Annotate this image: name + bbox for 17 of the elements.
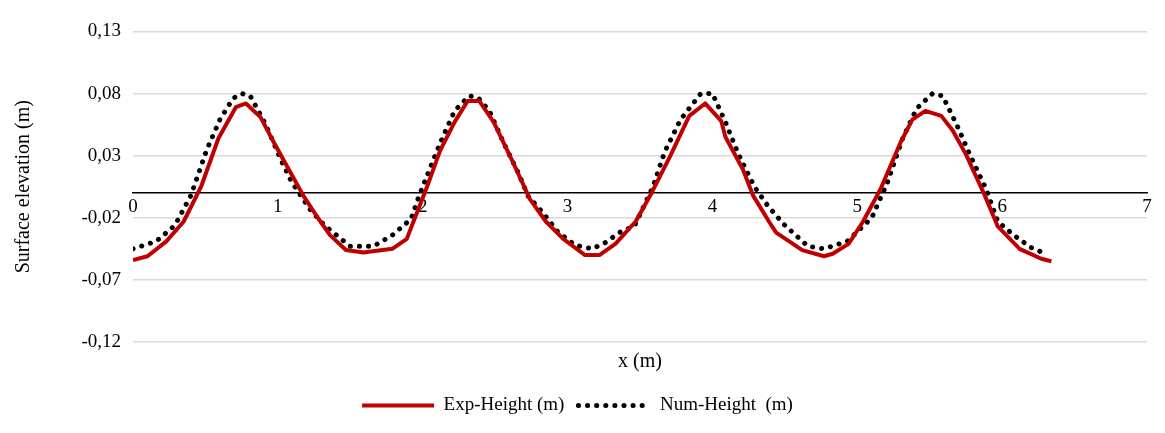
y-tick-label: 0,03: [87, 143, 121, 165]
x-tick-label: 3: [562, 195, 573, 217]
y-tick-label: 0,13: [87, 19, 121, 41]
y-tick-label: -0,07: [81, 267, 121, 289]
y-axis-title: Surface elevation (m): [11, 100, 35, 274]
x-tick-label: 1: [273, 195, 283, 217]
y-tick-label: -0,12: [81, 329, 121, 351]
x-tick-label: 7: [1142, 195, 1152, 217]
x-axis-title: x (m): [618, 349, 662, 373]
legend-label: Exp-Height (m): [443, 393, 565, 416]
x-tick-label: 6: [997, 195, 1007, 217]
x-tick-label: 0: [128, 195, 138, 217]
y-tick-label: 0,08: [87, 81, 121, 103]
x-tick-label: 5: [852, 195, 863, 217]
x-tick-label: 4: [707, 195, 718, 217]
legend-label: Num-Height (m): [659, 393, 793, 416]
y-tick-label: -0,02: [81, 205, 121, 227]
